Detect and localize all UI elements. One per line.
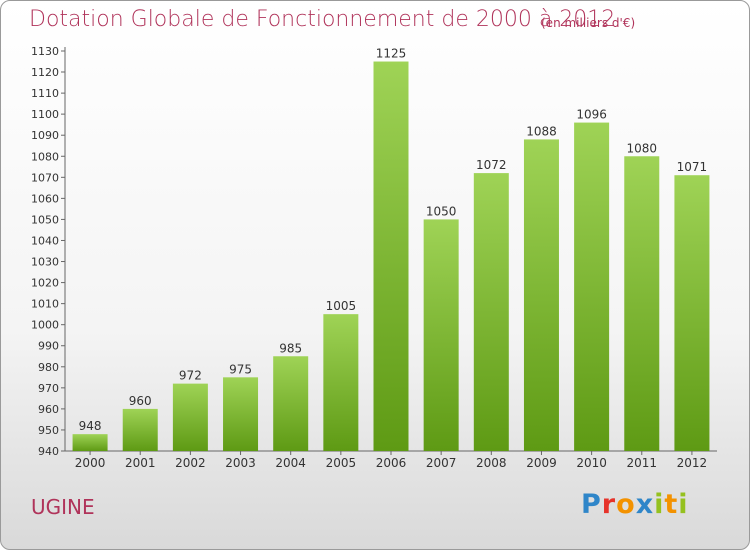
bar-2004 [273, 356, 309, 451]
logo-letter: o [616, 489, 636, 520]
y-tick-label: 1010 [31, 298, 59, 311]
x-tick-label: 2000 [75, 456, 106, 470]
y-tick-label: 1090 [31, 129, 59, 142]
y-tick-label: 1120 [31, 66, 59, 79]
bar-2006 [373, 61, 409, 452]
x-tick-label: 2012 [677, 456, 708, 470]
bar-value-label: 1080 [626, 141, 657, 155]
y-tick-label: 940 [38, 445, 59, 458]
x-tick-label: 2004 [275, 456, 306, 470]
bar-value-label: 1050 [426, 204, 457, 218]
y-tick-label: 980 [38, 361, 59, 374]
logo-letter: r [601, 489, 617, 520]
y-tick-label: 1050 [31, 213, 59, 226]
logo-letter: P [581, 489, 602, 520]
bar-value-label: 1088 [526, 124, 557, 138]
bar-2001 [122, 408, 158, 451]
y-tick-label: 990 [38, 340, 59, 353]
y-tick-label: 970 [38, 382, 59, 395]
chart-title: Dotation Globale de Fonctionnement de 20… [29, 7, 616, 32]
bar-2010 [574, 122, 610, 451]
bar-2005 [323, 314, 359, 451]
y-tick-label: 1100 [31, 108, 59, 121]
x-tick-label: 2009 [526, 456, 557, 470]
y-tick-label: 1030 [31, 256, 59, 269]
bar-2002 [172, 383, 208, 451]
bar-value-label: 948 [79, 419, 102, 433]
x-tick-label: 2006 [376, 456, 407, 470]
y-tick-label: 950 [38, 424, 59, 437]
x-tick-label: 2002 [175, 456, 206, 470]
x-tick-label: 2005 [326, 456, 357, 470]
logo-letter: x [635, 489, 655, 520]
y-tick-label: 960 [38, 403, 59, 416]
bar-value-label: 1096 [576, 108, 607, 122]
bar-2009 [523, 139, 559, 451]
logo-letter: t [664, 489, 679, 520]
bar-value-label: 1071 [677, 160, 708, 174]
y-tick-label: 1070 [31, 171, 59, 184]
bar-2000 [72, 434, 108, 451]
bar-2007 [423, 219, 459, 451]
y-tick-label: 1020 [31, 277, 59, 290]
bar-2011 [624, 156, 660, 451]
x-tick-label: 2010 [576, 456, 607, 470]
chart-subtitle: (en milliers d'€) [541, 16, 636, 30]
bar-2003 [223, 377, 259, 451]
y-tick-label: 1040 [31, 234, 59, 247]
y-tick-label: 1080 [31, 150, 59, 163]
x-tick-label: 2008 [476, 456, 507, 470]
logo-letter: i [678, 489, 689, 520]
x-tick-label: 2001 [125, 456, 156, 470]
y-tick-label: 1000 [31, 319, 59, 332]
bar-value-label: 975 [229, 362, 252, 376]
bar-value-label: 1005 [326, 299, 357, 313]
y-tick-label: 1110 [31, 87, 59, 100]
bar-2008 [473, 173, 509, 451]
x-tick-label: 2007 [426, 456, 457, 470]
y-tick-label: 1060 [31, 192, 59, 205]
bar-2012 [674, 175, 710, 452]
y-tick-label: 1130 [31, 45, 59, 58]
x-tick-label: 2011 [626, 456, 657, 470]
proxiti-logo: Proxiti [581, 489, 689, 520]
bar-value-label: 972 [179, 369, 202, 383]
bar-value-label: 960 [129, 394, 152, 408]
logo-letter: i [654, 489, 665, 520]
x-tick-label: 2003 [225, 456, 256, 470]
bar-value-label: 1125 [376, 47, 407, 61]
bar-value-label: 1072 [476, 158, 507, 172]
city-name: UGINE [31, 495, 95, 519]
bar-value-label: 985 [279, 341, 302, 355]
